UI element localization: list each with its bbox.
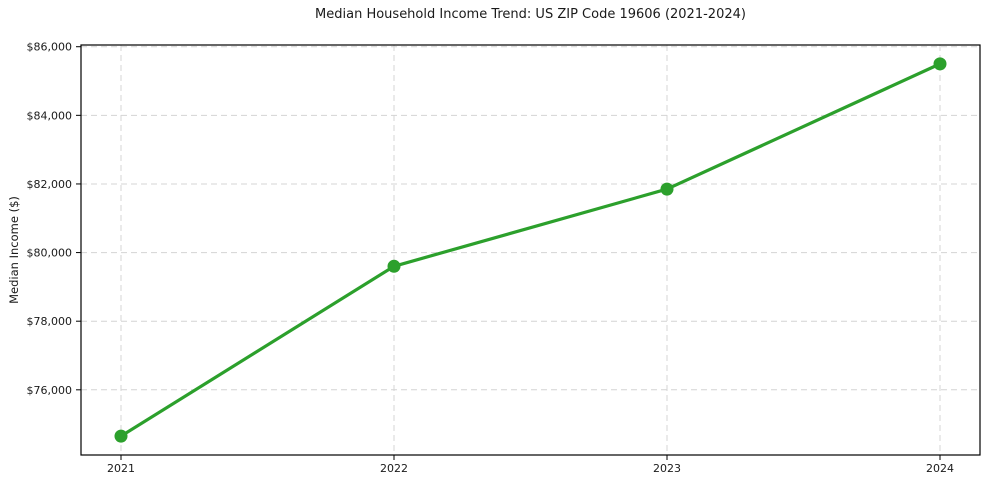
y-tick-label: $78,000 [27, 315, 73, 328]
plot-border [80, 44, 981, 456]
x-tick-label: 2023 [653, 462, 681, 475]
x-tick-label: 2022 [380, 462, 408, 475]
y-tick-label: $80,000 [27, 247, 73, 260]
y-tick-label: $84,000 [27, 109, 73, 122]
tick-labels: $76,000 $78,000 $80,000 $82,000 $84,000 $86,0… [27, 41, 955, 475]
data-point-2022 [387, 259, 401, 273]
gridlines [81, 45, 980, 455]
income-trend-line [119, 62, 942, 438]
data-point-2023 [660, 182, 674, 196]
data-point-2024 [933, 57, 947, 71]
y-tick-label: $82,000 [27, 178, 73, 191]
x-tick-label: 2021 [107, 462, 135, 475]
x-tick-label: 2024 [926, 462, 954, 475]
y-tick-label: $86,000 [27, 41, 73, 54]
axis-ticks [76, 46, 941, 460]
chart-title: Median Household Income Trend: US ZIP Co… [315, 7, 746, 22]
y-tick-label: $76,000 [27, 384, 73, 397]
data-point-2021 [114, 429, 128, 443]
